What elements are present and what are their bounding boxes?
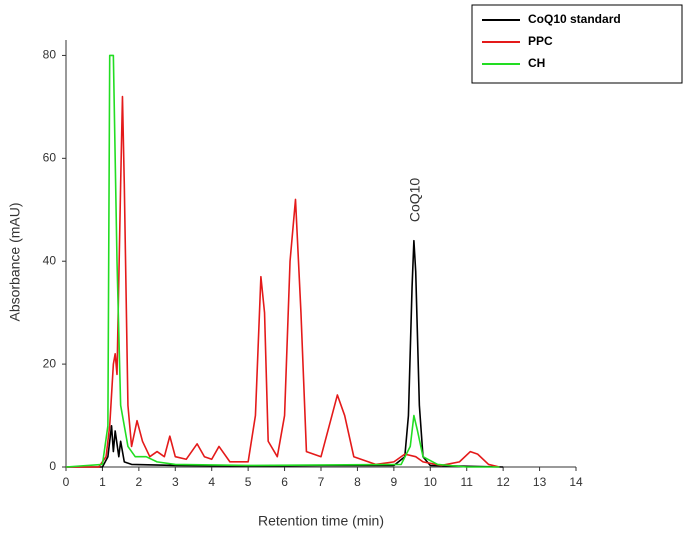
x-tick-label: 2 — [136, 475, 143, 489]
series-line — [66, 95, 500, 468]
x-tick-label: 1 — [99, 475, 106, 489]
y-axis-label: Absorbance (mAU) — [7, 202, 23, 321]
series-line — [66, 54, 500, 468]
x-tick-label: 3 — [172, 475, 179, 489]
x-tick-label: 13 — [533, 475, 547, 489]
x-axis-label: Retention time (min) — [258, 513, 384, 529]
legend-label: CoQ10 standard — [528, 12, 621, 26]
y-tick-label: 0 — [49, 459, 56, 473]
x-tick-label: 12 — [496, 475, 510, 489]
x-tick-label: 10 — [424, 475, 438, 489]
legend-label: PPC — [528, 34, 553, 48]
x-tick-label: 14 — [569, 475, 583, 489]
x-tick-label: 5 — [245, 475, 252, 489]
x-tick-label: 4 — [208, 475, 215, 489]
annotation: CoQ10 — [407, 178, 423, 223]
legend-box — [471, 4, 683, 84]
y-tick-label: 20 — [43, 356, 57, 370]
y-tick-label: 60 — [43, 150, 57, 164]
x-tick-label: 8 — [354, 475, 361, 489]
x-tick-label: 7 — [318, 475, 325, 489]
legend-label: CH — [528, 56, 545, 70]
series-line — [66, 239, 504, 468]
x-tick-label: 9 — [391, 475, 398, 489]
x-tick-label: 11 — [460, 475, 473, 489]
y-tick-label: 80 — [43, 48, 57, 62]
y-tick-label: 40 — [43, 253, 57, 267]
x-tick-label: 6 — [281, 475, 288, 489]
x-tick-label: 0 — [63, 475, 70, 489]
